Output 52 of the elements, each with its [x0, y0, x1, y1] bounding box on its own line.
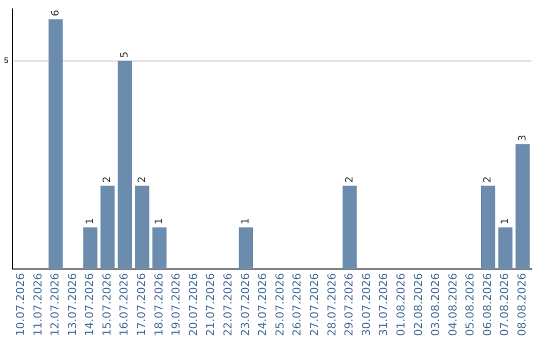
x-tick-label: 30.07.2026	[360, 273, 373, 336]
x-tick-label: 16.07.2026	[118, 273, 131, 336]
x-tick-label: 22.07.2026	[222, 273, 234, 336]
x-tick-label: 24.07.2026	[256, 273, 270, 336]
data-label: 1	[500, 218, 511, 224]
data-label: 2	[344, 176, 356, 183]
data-label: 6	[50, 10, 62, 16]
bar	[480, 186, 496, 270]
x-tick-label: 08.08.2026	[516, 273, 529, 336]
data-label: 2	[136, 176, 148, 183]
x-tick-label: 23.07.2026	[238, 273, 252, 336]
bar	[48, 19, 63, 270]
bar	[342, 186, 357, 270]
bar	[100, 186, 115, 270]
bar	[118, 60, 132, 270]
bar	[83, 227, 98, 270]
x-tick-label: 31.07.2026	[377, 273, 390, 336]
x-tick-label: 20.07.2026	[186, 273, 200, 336]
bar	[135, 186, 150, 270]
x-tick-label: 26.07.2026	[290, 273, 304, 336]
data-label: 1	[84, 218, 96, 224]
data-label: 1	[154, 218, 166, 224]
data-label: 3	[517, 134, 528, 142]
x-tick-label: 15.07.2026	[100, 273, 114, 336]
x-tick-label: 29.07.2026	[342, 273, 356, 336]
data-label: 2	[482, 176, 494, 183]
x-tick-label: 28.07.2026	[325, 273, 338, 336]
x-tick-label: 12.07.2026	[48, 273, 62, 336]
bar	[238, 227, 254, 270]
x-tick-label: 13.07.2026	[66, 273, 79, 336]
x-tick-label: 03.08.2026	[429, 273, 442, 336]
x-tick-label: 21.07.2026	[204, 273, 218, 336]
x-tick-label: 25.07.2026	[273, 273, 286, 336]
bar	[498, 227, 512, 270]
x-tick-label: 07.08.2026	[498, 273, 512, 336]
x-tick-label: 17.07.2026	[135, 273, 148, 336]
bar	[152, 227, 167, 270]
x-tick-label: 04.08.2026	[446, 273, 460, 336]
x-tick-label: 14.07.2026	[83, 273, 96, 336]
x-tick-label: 06.08.2026	[480, 273, 494, 336]
data-label: 2	[102, 176, 114, 183]
x-tick-label: 11.07.2026	[31, 273, 44, 336]
x-tick-label: 19.07.2026	[170, 273, 183, 336]
x-tick-label: 05.08.2026	[464, 273, 477, 336]
x-tick-label: 10.07.2026	[14, 273, 27, 336]
data-label: 1	[240, 218, 252, 224]
x-tick-label: 01.08.2026	[394, 273, 408, 336]
x-tick-label: 02.08.2026	[412, 273, 425, 336]
bar	[516, 144, 530, 270]
x-tick-label: 18.07.2026	[152, 273, 166, 336]
data-label: 5	[119, 51, 130, 58]
x-tick-label: 27.07.2026	[308, 273, 321, 336]
